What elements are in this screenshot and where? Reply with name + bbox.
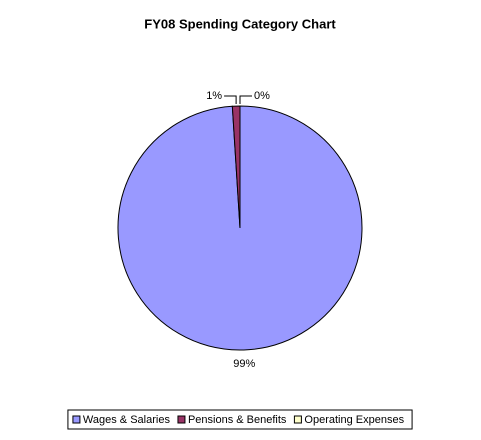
legend-box	[67, 409, 413, 430]
legend-label: Operating Expenses	[304, 414, 404, 426]
chart-title: FY08 Spending Category Chart	[144, 16, 336, 31]
data-label: 0%	[254, 90, 270, 102]
legend-label: Wages & Salaries	[83, 414, 171, 426]
leader-line	[239, 95, 252, 104]
data-label: 1%	[206, 90, 222, 102]
leader-line	[224, 95, 237, 105]
legend-swatch	[177, 415, 186, 424]
legend-swatch	[72, 415, 81, 424]
data-label: 99%	[233, 358, 255, 370]
legend-label: Pensions & Benefits	[188, 414, 287, 426]
legend-swatch	[293, 415, 302, 424]
